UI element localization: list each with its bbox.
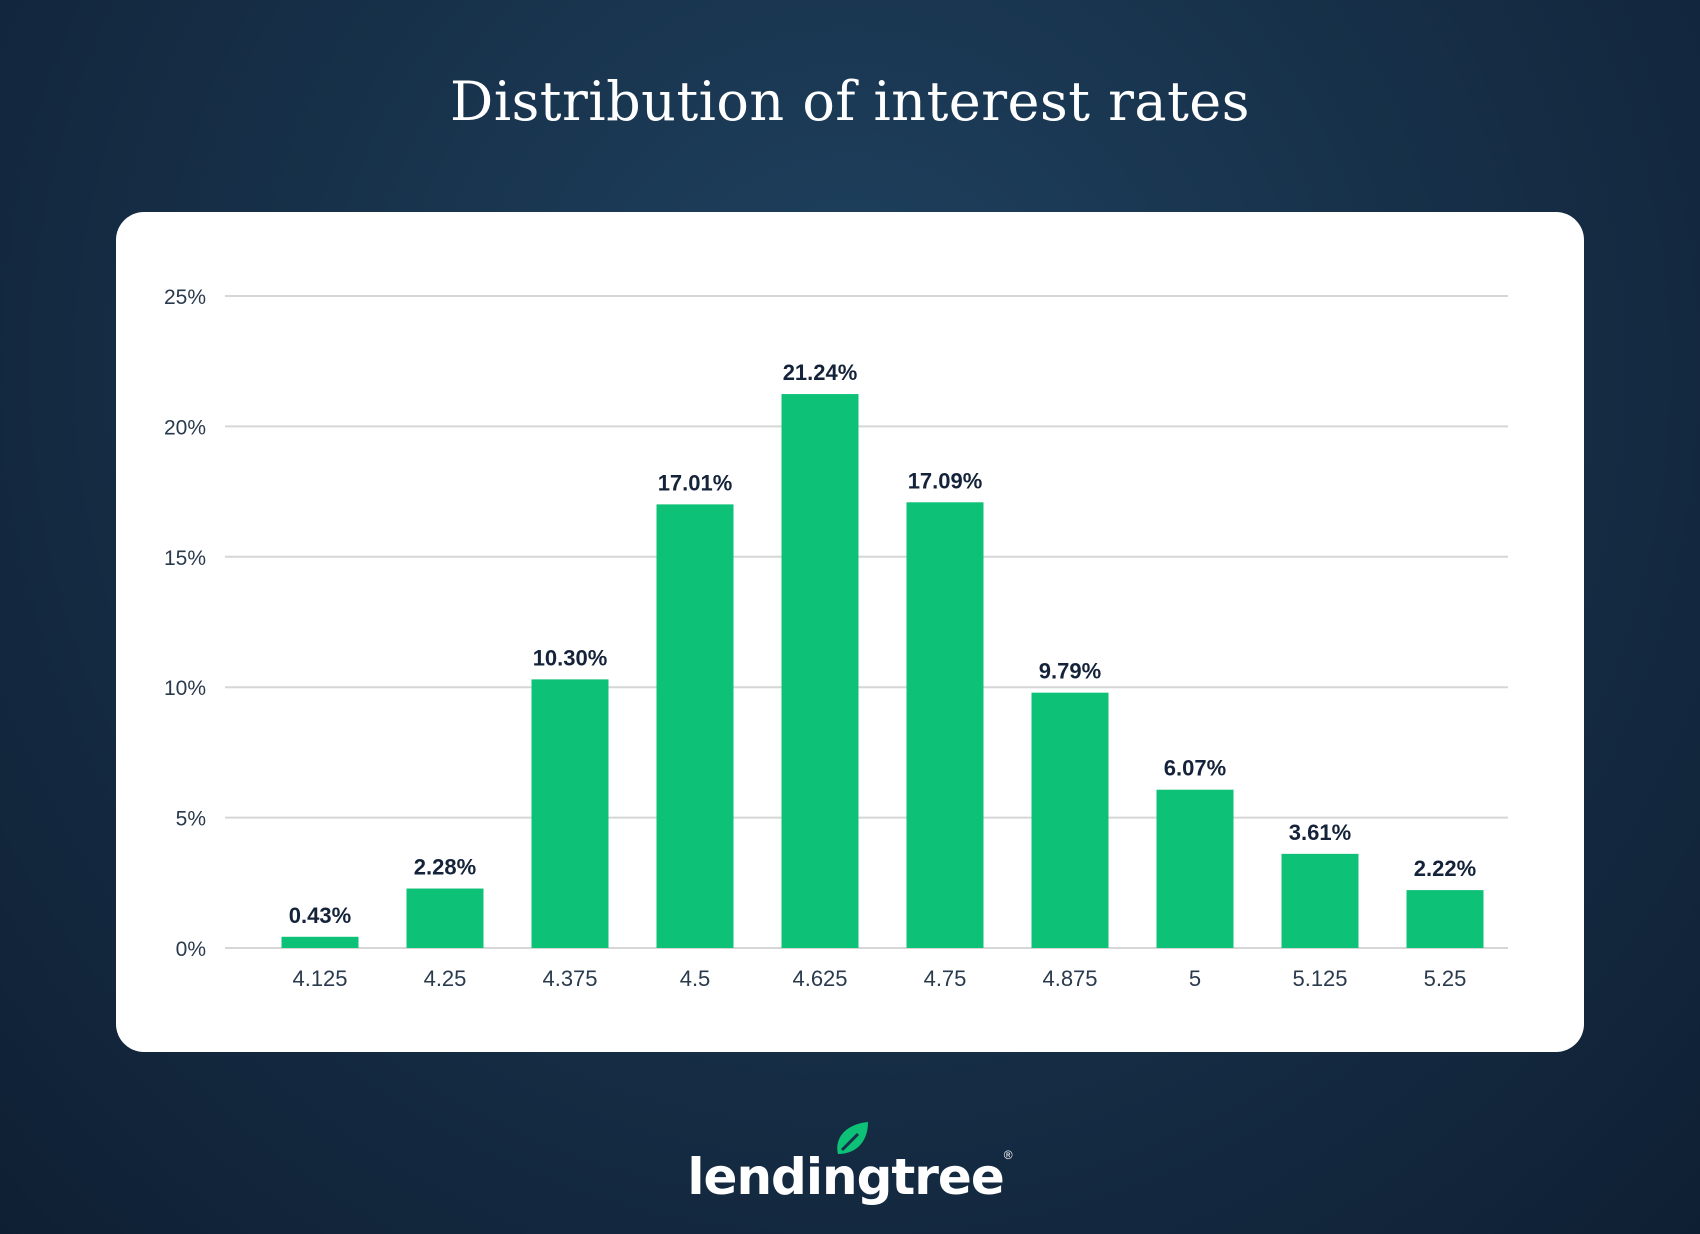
y-tick-label: 0% bbox=[176, 938, 206, 961]
data-label: 17.09% bbox=[908, 468, 983, 493]
bar bbox=[656, 504, 734, 948]
lendingtree-logo: lendingtree® bbox=[0, 1120, 1700, 1206]
x-tick-label: 4.875 bbox=[1042, 966, 1097, 991]
bar bbox=[906, 502, 984, 948]
bar bbox=[1281, 853, 1359, 948]
data-label: 21.24% bbox=[783, 360, 858, 385]
bar bbox=[406, 888, 484, 948]
data-label: 9.79% bbox=[1039, 659, 1101, 684]
data-label: 10.30% bbox=[533, 645, 608, 670]
chart-title: Distribution of interest rates bbox=[450, 70, 1250, 133]
data-label: 2.22% bbox=[1414, 856, 1476, 881]
y-tick-label: 5% bbox=[176, 808, 206, 831]
y-tick-label: 15% bbox=[164, 547, 206, 570]
x-tick-label: 4.125 bbox=[292, 966, 347, 991]
y-tick-label: 20% bbox=[164, 416, 206, 439]
bar bbox=[281, 936, 359, 948]
data-label: 3.61% bbox=[1289, 820, 1351, 845]
x-tick-label: 4.5 bbox=[680, 966, 711, 991]
x-tick-label: 4.625 bbox=[792, 966, 847, 991]
x-tick-label: 5.125 bbox=[1292, 966, 1347, 991]
bar bbox=[1406, 890, 1484, 948]
data-label: 0.43% bbox=[289, 903, 351, 928]
data-label: 17.01% bbox=[658, 470, 733, 495]
y-tick-label: 25% bbox=[164, 286, 206, 309]
leaf-icon bbox=[837, 1122, 868, 1154]
x-tick-label: 5.25 bbox=[1424, 966, 1467, 991]
logo-text: lendingtree bbox=[687, 1148, 1004, 1206]
x-tick-label: 4.375 bbox=[542, 966, 597, 991]
bar bbox=[1031, 692, 1109, 948]
data-label: 6.07% bbox=[1164, 756, 1226, 781]
data-label: 2.28% bbox=[414, 855, 476, 880]
y-tick-label: 10% bbox=[164, 677, 206, 700]
x-tick-label: 4.25 bbox=[424, 966, 467, 991]
x-tick-label: 4.75 bbox=[924, 966, 967, 991]
x-tick-label: 5 bbox=[1189, 966, 1201, 991]
bar bbox=[1156, 789, 1234, 948]
bar bbox=[531, 679, 609, 948]
bar bbox=[781, 394, 859, 948]
